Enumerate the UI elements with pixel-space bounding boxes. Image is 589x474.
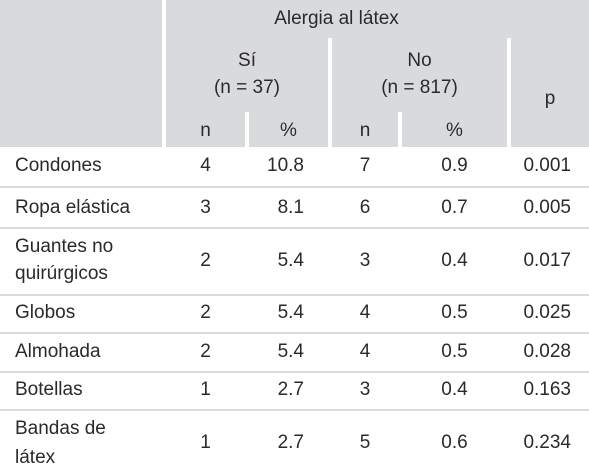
cell-si-pct: 5.4 <box>277 302 304 323</box>
cell-no-n: 7 <box>359 155 371 176</box>
row-label: Ropa elástica <box>15 197 131 218</box>
table-header <box>0 0 589 147</box>
cell-no-n: 4 <box>359 302 371 323</box>
cell-si-n: 2 <box>200 302 211 323</box>
row-divider <box>0 371 589 373</box>
row-label: Botellas <box>15 379 83 400</box>
cell-p: 0.025 <box>523 302 571 323</box>
cell-no-pct: 0.5 <box>441 302 468 323</box>
column-header-si-n: n <box>200 120 211 141</box>
row-divider <box>0 186 589 188</box>
cell-si-n: 3 <box>200 197 211 218</box>
cell-no-pct: 0.7 <box>441 197 468 218</box>
row-label: Condones <box>15 155 102 176</box>
cell-no-n: 5 <box>359 432 371 453</box>
cell-si-pct: 8.1 <box>277 197 304 218</box>
column-header-no-pct: % <box>446 120 463 141</box>
header-separator <box>507 38 511 147</box>
cell-p: 0.005 <box>523 197 571 218</box>
cell-si-pct: 2.7 <box>277 432 304 453</box>
row-divider <box>0 332 589 334</box>
cell-no-pct: 0.5 <box>441 341 468 362</box>
row-divider <box>0 227 589 229</box>
header-separator <box>398 112 402 147</box>
cell-no-n: 3 <box>359 250 371 271</box>
cell-no-pct: 0.9 <box>441 155 468 176</box>
row-divider <box>0 409 589 411</box>
cell-si-pct: 2.7 <box>277 379 304 400</box>
cell-no-n: 3 <box>359 379 371 400</box>
cell-si-pct: 5.4 <box>277 341 304 362</box>
cell-si-n: 4 <box>200 155 211 176</box>
header-separator <box>245 112 249 147</box>
cell-no-pct: 0.6 <box>441 432 468 453</box>
column-header-p: p <box>544 88 556 109</box>
row-label: Guantes no <box>15 236 114 257</box>
row-label: Globos <box>15 302 76 323</box>
cell-si-pct: 10.8 <box>267 155 304 176</box>
cell-no-n: 6 <box>359 197 371 218</box>
header-separator <box>162 0 166 147</box>
cell-no-pct: 0.4 <box>441 379 468 400</box>
cell-p: 0.028 <box>523 341 571 362</box>
cell-si-pct: 5.4 <box>277 250 304 271</box>
cell-si-n: 1 <box>200 379 211 400</box>
cell-p: 0.163 <box>523 379 571 400</box>
column-header-si-pct: % <box>280 120 297 141</box>
cell-no-n: 4 <box>359 341 371 362</box>
column-header-no-n: n <box>359 120 371 141</box>
row-label-line2: látex <box>15 447 56 468</box>
cell-no-pct: 0.4 <box>441 250 468 271</box>
cell-si-n: 2 <box>200 250 211 271</box>
header-separator <box>328 38 332 147</box>
column-group-si: Sí <box>238 50 256 71</box>
cell-p: 0.001 <box>523 155 571 176</box>
cell-p: 0.234 <box>523 432 571 453</box>
column-group-no: No <box>407 50 432 71</box>
row-label: Almohada <box>15 341 101 362</box>
cell-si-n: 2 <box>200 341 211 362</box>
row-divider <box>0 294 589 296</box>
cell-p: 0.017 <box>523 250 571 271</box>
row-label: Bandas de <box>15 418 106 439</box>
column-group-si-count: (n = 37) <box>213 77 280 98</box>
group-header-latex-allergy: Alergia al látex <box>274 8 399 29</box>
cell-si-n: 1 <box>200 432 211 453</box>
row-label-line2: quirúrgicos <box>15 263 108 284</box>
column-group-no-count: (n = 817) <box>381 77 458 98</box>
